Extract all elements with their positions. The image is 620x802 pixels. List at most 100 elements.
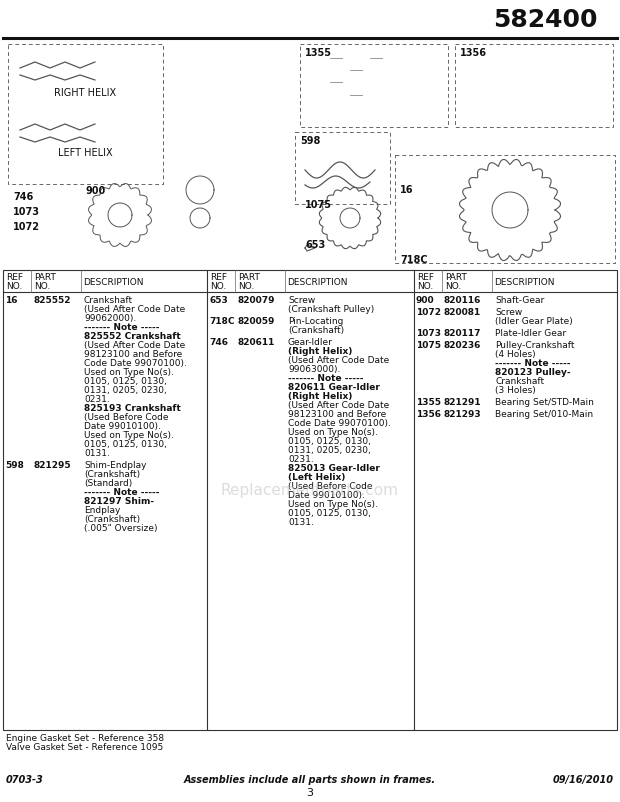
Text: Screw: Screw: [495, 308, 522, 317]
Text: Assemblies include all parts shown in frames.: Assemblies include all parts shown in fr…: [184, 775, 436, 785]
Text: (.005" Oversize): (.005" Oversize): [84, 524, 157, 533]
Text: ------- Note -----: ------- Note -----: [84, 323, 159, 332]
Text: 820081: 820081: [444, 308, 481, 317]
Text: Gear-Idler: Gear-Idler: [288, 338, 333, 347]
Text: Crankshaft: Crankshaft: [495, 377, 544, 386]
Text: 0105, 0125, 0130,: 0105, 0125, 0130,: [84, 440, 167, 449]
Text: 821291: 821291: [444, 398, 482, 407]
Text: 820611: 820611: [237, 338, 275, 347]
Text: 1073: 1073: [416, 329, 441, 338]
Text: 1073: 1073: [13, 207, 40, 217]
Text: Bearing Set/010-Main: Bearing Set/010-Main: [495, 410, 593, 419]
Text: REF: REF: [6, 273, 23, 282]
Text: 1072: 1072: [416, 308, 441, 317]
Text: 820116: 820116: [444, 296, 481, 305]
Text: 98123100 and Before: 98123100 and Before: [84, 350, 182, 359]
Text: PART: PART: [445, 273, 467, 282]
Text: Replacementparts.com: Replacementparts.com: [221, 483, 399, 497]
Text: 0231.: 0231.: [84, 395, 110, 404]
Text: 825013 Gear-Idler: 825013 Gear-Idler: [288, 464, 380, 473]
Text: 0105, 0125, 0130,: 0105, 0125, 0130,: [288, 437, 371, 446]
Text: (Used Before Code: (Used Before Code: [288, 482, 373, 491]
Text: 0703-3: 0703-3: [6, 775, 44, 785]
Text: (Right Helix): (Right Helix): [288, 347, 352, 356]
Text: ------- Note -----: ------- Note -----: [495, 359, 570, 368]
Text: (Used After Code Date: (Used After Code Date: [84, 341, 185, 350]
Text: NO.: NO.: [445, 282, 461, 291]
Text: NO.: NO.: [210, 282, 226, 291]
Text: 1356: 1356: [460, 48, 487, 58]
Text: 746: 746: [209, 338, 228, 347]
Text: 820611 Gear-Idler: 820611 Gear-Idler: [288, 383, 380, 392]
Text: Used on Type No(s).: Used on Type No(s).: [84, 431, 174, 440]
Text: Endplay: Endplay: [84, 506, 120, 515]
Text: NO.: NO.: [238, 282, 254, 291]
Text: (Used After Code Date: (Used After Code Date: [288, 401, 389, 410]
Text: 0131, 0205, 0230,: 0131, 0205, 0230,: [288, 446, 371, 455]
Text: Code Date 99070100).: Code Date 99070100).: [288, 419, 391, 428]
Text: 0131.: 0131.: [288, 518, 314, 527]
Text: 820236: 820236: [444, 341, 481, 350]
Text: Date 99010100).: Date 99010100).: [288, 491, 365, 500]
Bar: [300, 44, 448, 127]
Bar: [295, 132, 390, 204]
Text: 598: 598: [5, 461, 24, 470]
Text: Used on Type No(s).: Used on Type No(s).: [288, 428, 378, 437]
Text: 821297 Shim-: 821297 Shim-: [84, 497, 154, 506]
Text: 99062000).: 99062000).: [84, 314, 136, 323]
Text: 598: 598: [300, 136, 321, 146]
Text: REF: REF: [417, 273, 434, 282]
Bar: [455, 44, 613, 127]
Text: (Crankshaft): (Crankshaft): [84, 515, 140, 524]
Text: PART: PART: [238, 273, 260, 282]
Text: (Used After Code Date: (Used After Code Date: [84, 305, 185, 314]
Text: NO.: NO.: [6, 282, 22, 291]
Text: 653: 653: [209, 296, 228, 305]
Text: (Used Before Code: (Used Before Code: [84, 413, 169, 422]
Text: 0231.: 0231.: [288, 455, 314, 464]
Text: ------- Note -----: ------- Note -----: [288, 374, 363, 383]
Text: 825552 Crankshaft: 825552 Crankshaft: [84, 332, 181, 341]
Text: Shim-Endplay: Shim-Endplay: [84, 461, 146, 470]
Text: 900: 900: [86, 186, 106, 196]
Text: Code Date 99070100).: Code Date 99070100).: [84, 359, 187, 368]
Text: Engine Gasket Set - Reference 358: Engine Gasket Set - Reference 358: [6, 734, 164, 743]
Text: 582400: 582400: [494, 8, 598, 32]
Text: (4 Holes): (4 Holes): [495, 350, 536, 359]
Text: Bearing Set/STD-Main: Bearing Set/STD-Main: [495, 398, 594, 407]
Text: 0131, 0205, 0230,: 0131, 0205, 0230,: [84, 386, 167, 395]
Text: (Crankshaft): (Crankshaft): [84, 470, 140, 479]
Text: 1075: 1075: [416, 341, 441, 350]
Text: Crankshaft: Crankshaft: [84, 296, 133, 305]
Text: RIGHT HELIX: RIGHT HELIX: [54, 88, 116, 98]
Text: 0131.: 0131.: [84, 449, 110, 458]
Text: 1072: 1072: [13, 222, 40, 232]
Text: Date 99010100).: Date 99010100).: [84, 422, 161, 431]
Text: 0105, 0125, 0130,: 0105, 0125, 0130,: [84, 377, 167, 386]
Text: 821295: 821295: [33, 461, 71, 470]
Text: 98123100 and Before: 98123100 and Before: [288, 410, 386, 419]
Text: 1355: 1355: [305, 48, 332, 58]
Text: 0105, 0125, 0130,: 0105, 0125, 0130,: [288, 509, 371, 518]
Text: 900: 900: [416, 296, 435, 305]
Text: Used on Type No(s).: Used on Type No(s).: [288, 500, 378, 509]
Text: (Right Helix): (Right Helix): [288, 392, 352, 401]
Text: (Idler Gear Plate): (Idler Gear Plate): [495, 317, 573, 326]
Text: 825193 Crankshaft: 825193 Crankshaft: [84, 404, 181, 413]
Text: NO.: NO.: [417, 282, 433, 291]
Text: REF: REF: [210, 273, 227, 282]
Text: 821293: 821293: [444, 410, 482, 419]
Text: ------- Note -----: ------- Note -----: [84, 488, 159, 497]
Text: (Left Helix): (Left Helix): [288, 473, 345, 482]
Text: Plate-Idler Gear: Plate-Idler Gear: [495, 329, 566, 338]
Text: 1356: 1356: [416, 410, 441, 419]
Text: DESCRIPTION: DESCRIPTION: [287, 278, 347, 287]
Text: 718C: 718C: [209, 317, 234, 326]
Text: DESCRIPTION: DESCRIPTION: [83, 278, 143, 287]
Text: Screw: Screw: [288, 296, 315, 305]
Text: 820079: 820079: [237, 296, 275, 305]
Text: 820123 Pulley-: 820123 Pulley-: [495, 368, 570, 377]
Bar: [395, 155, 615, 263]
Text: Pulley-Crankshaft: Pulley-Crankshaft: [495, 341, 575, 350]
Text: 16: 16: [400, 185, 414, 195]
